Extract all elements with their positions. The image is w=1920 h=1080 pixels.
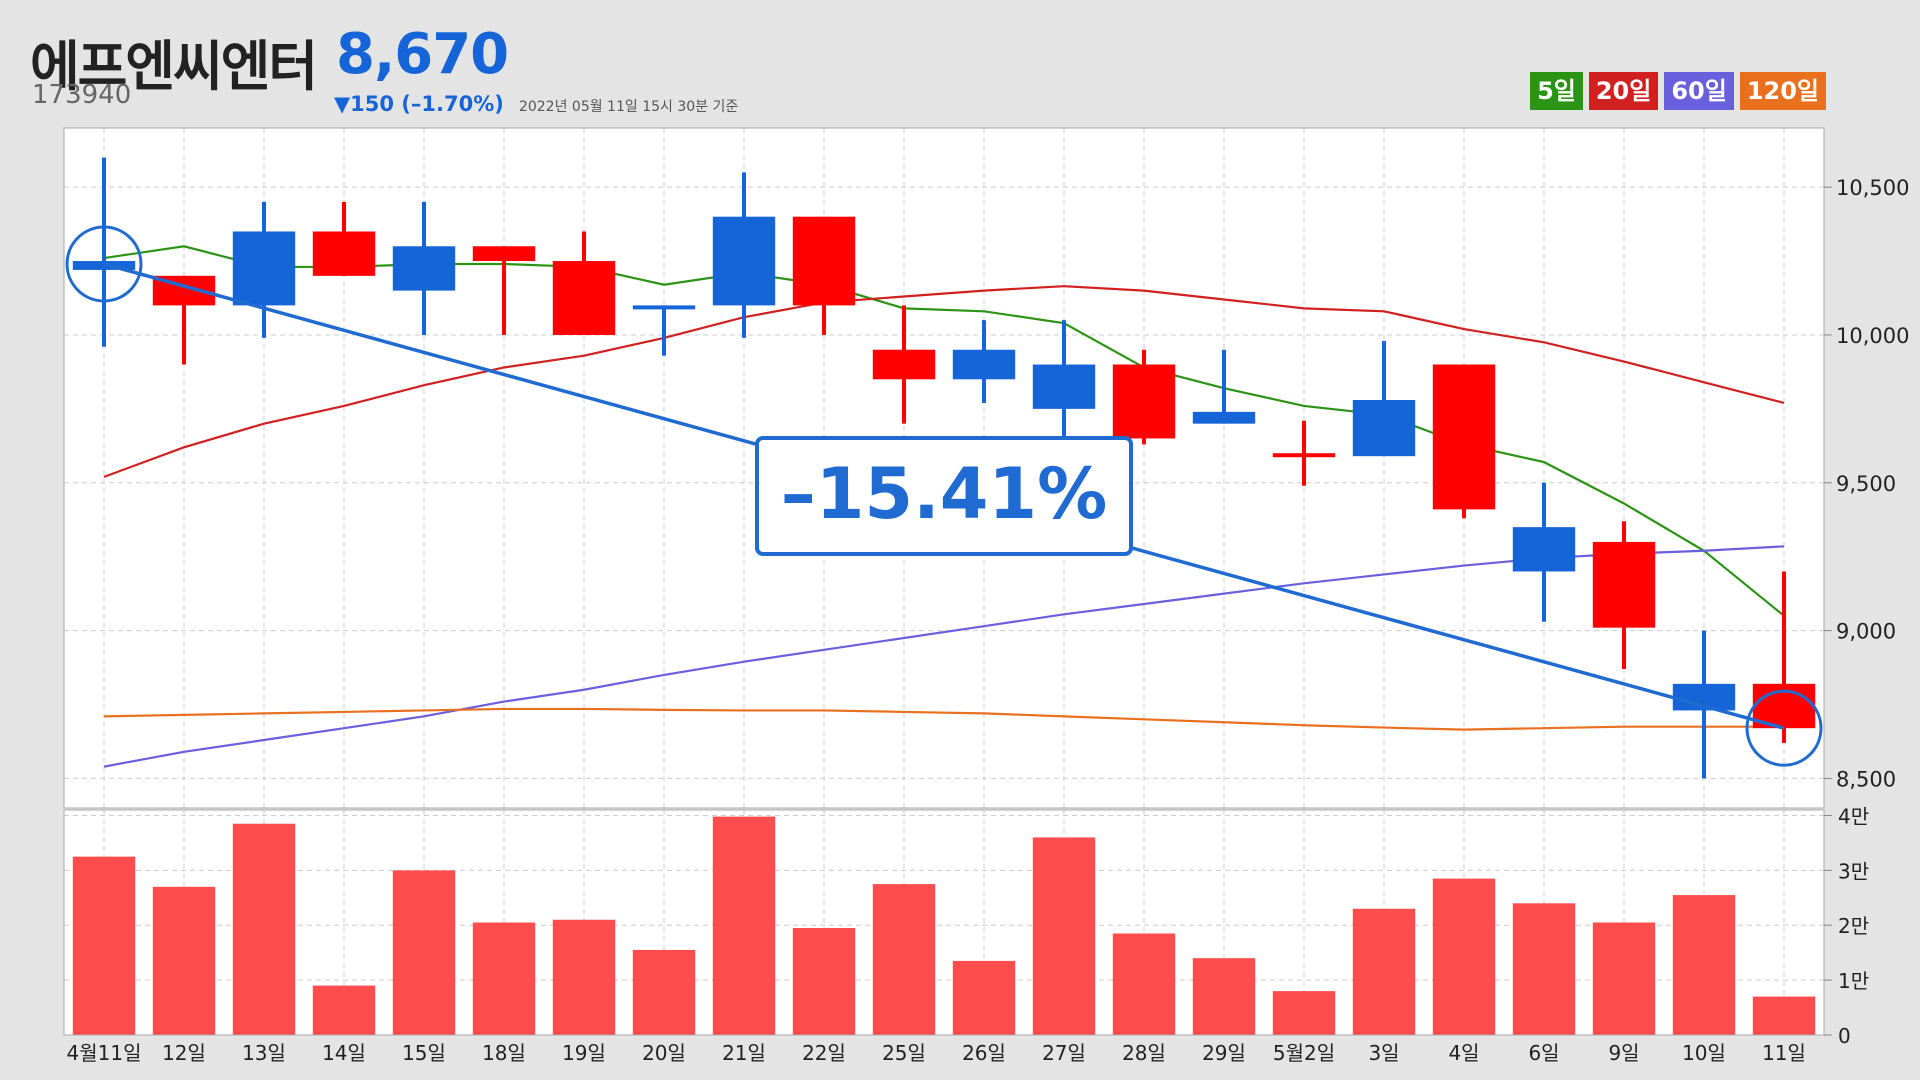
volume-bar [152, 886, 216, 1035]
volume-bar [552, 919, 616, 1035]
x-tick-label: 11일 [1762, 1041, 1806, 1065]
ma-line [103, 707, 1784, 731]
ma-line [103, 285, 1785, 478]
volume-bar [1672, 895, 1736, 1035]
price-y-tick-label: 9,000 [1836, 620, 1896, 644]
price-panel-border [63, 127, 1825, 809]
x-tick-label: 6일 [1528, 1041, 1559, 1065]
x-tick-label: 14일 [322, 1041, 366, 1065]
candle-body [872, 349, 936, 380]
volume-bar [1352, 908, 1416, 1035]
candle-body [472, 246, 536, 262]
candle-body [952, 349, 1016, 380]
volume-y-tick-label: 3만 [1838, 859, 1869, 883]
price-change-line: ▼150 (–1.70%) 2022년 05월 11일 15시 30분 기준 [334, 92, 738, 116]
volume-bar [72, 856, 136, 1035]
volume-bar [1752, 996, 1816, 1035]
x-tick-label: 3일 [1368, 1041, 1399, 1065]
x-tick-label: 29일 [1202, 1041, 1246, 1065]
candle-body [1432, 364, 1496, 510]
volume-y-tick-label: 2만 [1838, 914, 1869, 938]
volume-bar [1032, 837, 1096, 1035]
candle-body [312, 231, 376, 276]
candle-body [1032, 364, 1096, 409]
x-tick-label: 4일 [1448, 1041, 1479, 1065]
x-tick-label: 26일 [962, 1041, 1006, 1065]
price-y-tick-label: 9,500 [1836, 472, 1896, 496]
candle-body [232, 231, 296, 306]
change-annotation-label: –15.41% [781, 453, 1108, 535]
candle-body [392, 246, 456, 291]
volume-bar [792, 927, 856, 1035]
x-tick-label: 25일 [882, 1041, 926, 1065]
axis-labels: 4월11일 12일 13일 14일 15일 18일 19일 20일 21일 22일 25일 26일 27… [67, 176, 1910, 1065]
candle-body [1192, 411, 1256, 424]
candle-body [632, 305, 696, 310]
change-annotation-box [755, 436, 1133, 556]
volume-panel-border [63, 809, 1825, 1036]
ma-line [103, 245, 1785, 617]
trend-start-marker [65, 225, 143, 303]
x-tick-label: 27일 [1042, 1041, 1086, 1065]
candle-body [552, 261, 616, 335]
x-tick-label: 22일 [802, 1041, 846, 1065]
x-tick-label: 15일 [402, 1041, 446, 1065]
x-tick-label: 13일 [242, 1041, 286, 1065]
volume-y-tick-label: 4만 [1838, 804, 1869, 828]
x-tick-label: 4월11일 [67, 1041, 142, 1065]
volume-bars [72, 816, 1816, 1035]
candlesticks [72, 157, 1816, 779]
candle-body [792, 216, 856, 306]
volume-bar [1112, 933, 1176, 1035]
price-y-tick-label: 10,500 [1836, 176, 1909, 200]
candle-body [1592, 541, 1656, 628]
timestamp: 2022년 05월 11일 15시 30분 기준 [518, 99, 739, 115]
legend-ma20[interactable]: 20일 [1588, 72, 1659, 110]
candle-body [1352, 400, 1416, 457]
volume-bar [472, 922, 536, 1035]
candle-body [1272, 453, 1336, 458]
stock-code: 173940 [32, 80, 132, 110]
trendline-group: –15.41% [65, 225, 1823, 767]
x-tick-label: 19일 [562, 1041, 606, 1065]
price-y-tick-label: 8,500 [1836, 767, 1896, 791]
stock-price: 8,670 [336, 22, 509, 87]
x-tick-label: 9일 [1608, 1041, 1639, 1065]
x-tick-label: 20일 [642, 1041, 686, 1065]
x-tick-label: 5월2일 [1273, 1041, 1335, 1065]
stock-name: 에프엔씨엔터 [30, 35, 318, 98]
x-tick-label: 21일 [722, 1041, 766, 1065]
x-tick-label: 10일 [1682, 1041, 1726, 1065]
candle-body [1512, 527, 1576, 572]
volume-bar [312, 985, 376, 1035]
candle-body [712, 216, 776, 306]
price-y-tick-label: 10,000 [1836, 324, 1909, 348]
volume-bar [1272, 991, 1336, 1035]
x-tick-label: 28일 [1122, 1041, 1166, 1065]
volume-bar [632, 949, 696, 1035]
volume-bar [1192, 958, 1256, 1035]
volume-bar [1592, 922, 1656, 1035]
volume-bar [1432, 878, 1496, 1035]
volume-bar [1512, 903, 1576, 1035]
legend-ma120[interactable]: 120일 [1739, 72, 1826, 110]
legend-ma60[interactable]: 60일 [1664, 72, 1734, 110]
volume-bar [952, 960, 1016, 1035]
legend-ma5[interactable]: 5일 [1530, 72, 1583, 110]
volume-bar [232, 823, 296, 1035]
volume-y-tick-label: 0 [1838, 1024, 1851, 1048]
volume-y-tick-label: 1만 [1838, 969, 1869, 993]
ma-line [103, 545, 1785, 768]
candle-body [1112, 364, 1176, 439]
volume-bar [392, 870, 456, 1035]
x-tick-label: 18일 [482, 1041, 526, 1065]
price-change: ▼150 (–1.70%) [334, 92, 504, 116]
volume-bar [872, 884, 936, 1035]
moving-average-lines [103, 245, 1785, 768]
volume-bar [712, 816, 776, 1035]
moving-average-legend: 5일 20일 60일 120일 [1530, 72, 1826, 110]
x-tick-label: 12일 [162, 1041, 206, 1065]
trend-end-marker [1745, 689, 1823, 767]
